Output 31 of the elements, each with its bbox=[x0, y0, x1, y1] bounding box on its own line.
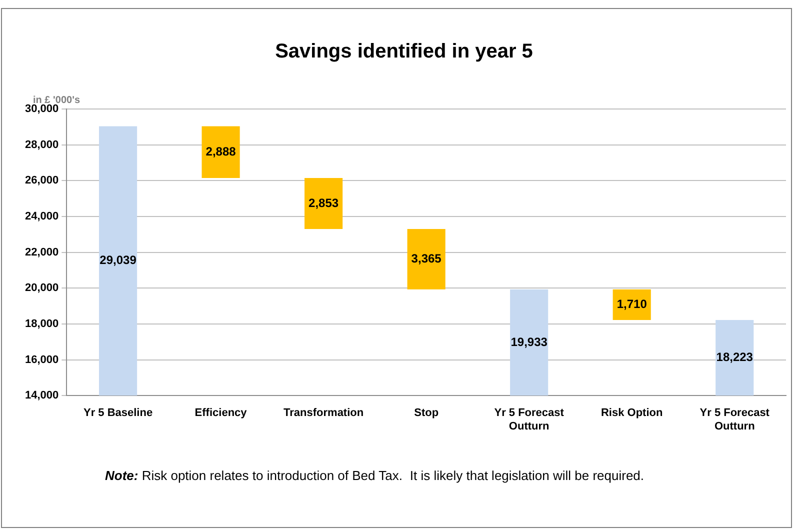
y-tick-label: 30,000 bbox=[24, 103, 59, 116]
x-tick-label: Efficiency bbox=[194, 407, 248, 420]
x-tick-label: Yr 5 Forecast Outturn bbox=[700, 407, 770, 432]
y-tick-label: 22,000 bbox=[24, 246, 59, 258]
bar bbox=[510, 289, 548, 396]
x-tick-label: Yr 5 Forecast Outturn bbox=[494, 407, 564, 432]
data-label: 19,933 bbox=[510, 334, 548, 349]
data-label: 1,710 bbox=[616, 296, 648, 311]
y-tick-label: 18,000 bbox=[24, 318, 59, 330]
y-tick-label: 28,000 bbox=[24, 138, 59, 151]
y-tick-label: 16,000 bbox=[24, 354, 59, 366]
bar bbox=[202, 126, 240, 178]
data-label: 3,365 bbox=[411, 252, 442, 266]
x-tick-label: Risk Option bbox=[600, 407, 663, 420]
y-tick-label: 14,000 bbox=[24, 390, 59, 402]
bar bbox=[407, 229, 446, 290]
bar bbox=[716, 320, 754, 396]
bar bbox=[304, 178, 343, 230]
x-tick-label: Stop bbox=[414, 407, 439, 420]
chart-title: Savings identified in year 5 bbox=[275, 40, 533, 63]
y-tick-label: 26,000 bbox=[24, 174, 59, 187]
data-label: 18,223 bbox=[716, 350, 754, 364]
x-tick-label: Yr 5 Baseline bbox=[83, 407, 153, 420]
y-tick-label: 24,000 bbox=[24, 210, 59, 223]
bar bbox=[98, 126, 138, 396]
text: Note: Risk option relates to introduction of Bed Tax. It is likely that legislation will be required. bbox=[105, 468, 644, 483]
x-tick-label: Transformation bbox=[284, 407, 364, 420]
data-label: 2,888 bbox=[206, 144, 236, 158]
y-tick-label: 20,000 bbox=[24, 282, 59, 294]
data-label: 29,039 bbox=[100, 253, 137, 268]
data-label: 2,853 bbox=[308, 196, 339, 210]
